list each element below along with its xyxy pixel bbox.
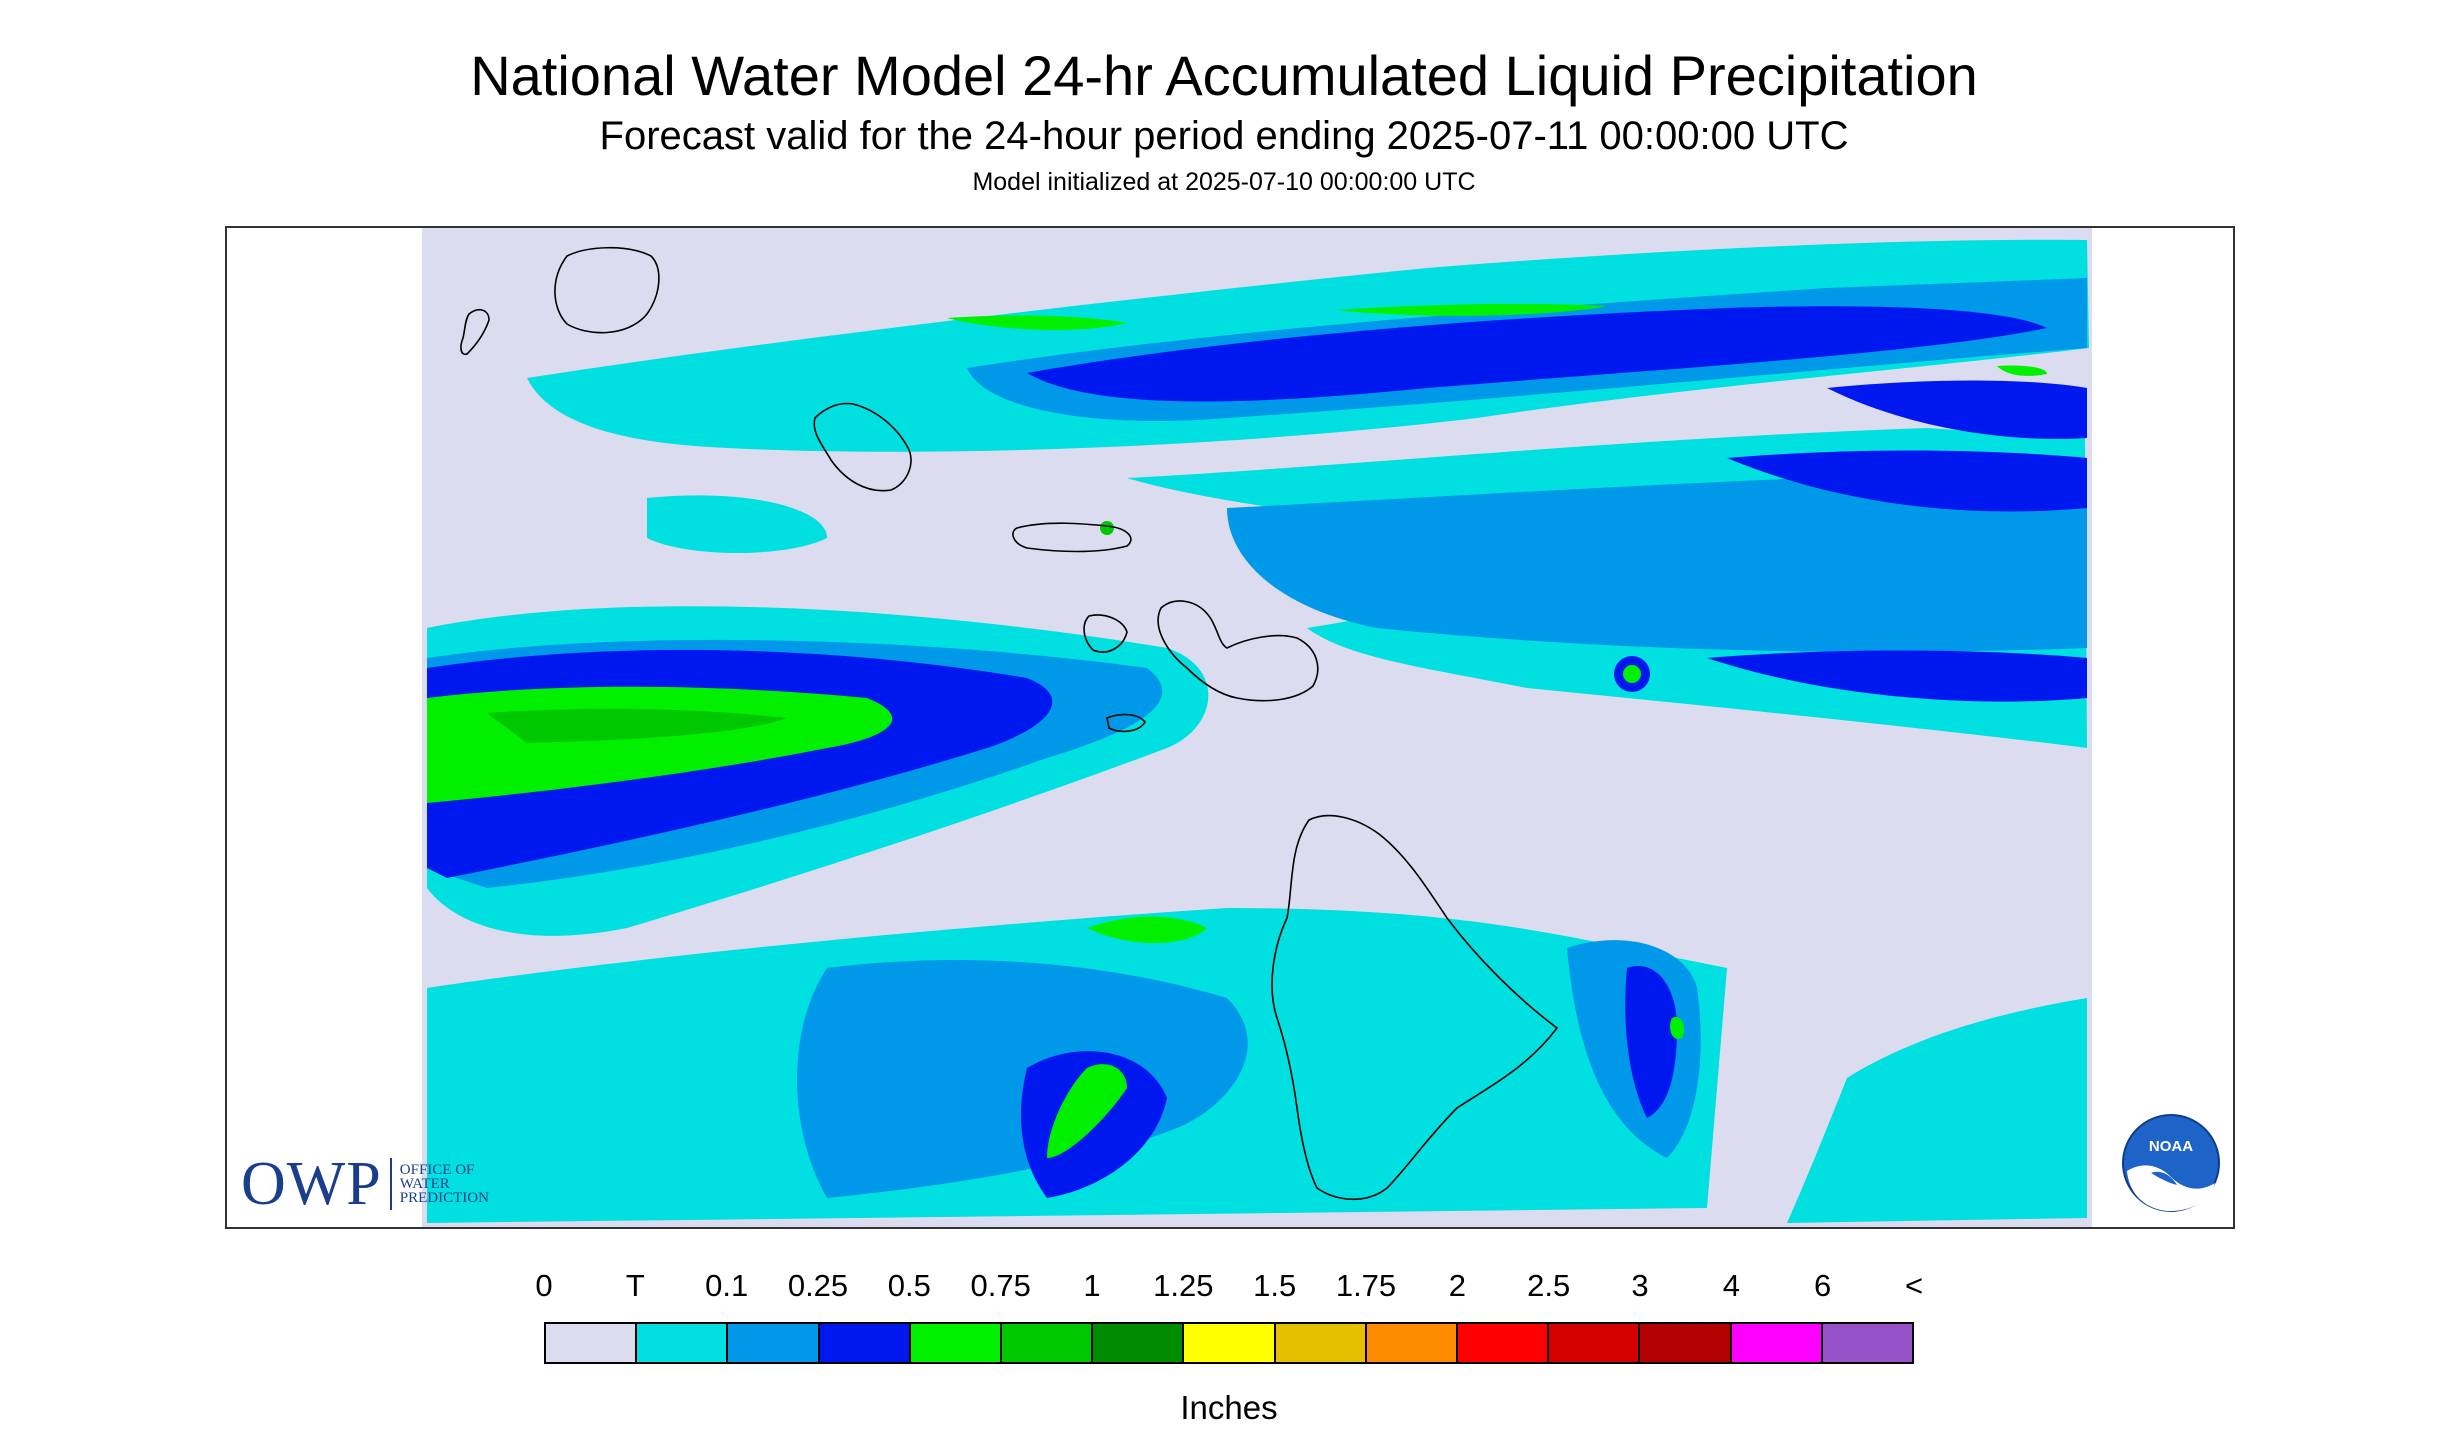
coastline-lanai — [1083, 614, 1128, 653]
coastline-maui — [1157, 600, 1319, 702]
legend-swatch — [1093, 1324, 1185, 1362]
legend-tick-label: 1 — [1083, 1268, 1101, 1303]
owp-logo-divider — [389, 1158, 392, 1210]
owp-word-3: Prediction — [399, 1190, 489, 1206]
legend-swatch — [1458, 1324, 1550, 1362]
legend-swatch — [1549, 1324, 1641, 1362]
legend-tick-label: 3 — [1631, 1268, 1649, 1303]
legend-swatch — [819, 1324, 911, 1362]
legend-swatch — [1366, 1324, 1459, 1362]
legend-tick-label: 2 — [1448, 1268, 1466, 1303]
noaa-logo-icon: NOAA — [2122, 1114, 2220, 1212]
coastline-oahu — [813, 402, 912, 492]
legend-swatch — [1731, 1324, 1823, 1362]
forecast-valid-subtitle: Forecast valid for the 24-hour period en… — [599, 114, 1849, 158]
legend-swatch — [1184, 1324, 1276, 1362]
owp-logo: OWP Office of Water Prediction — [241, 1153, 489, 1215]
model-init-text: Model initialized at 2025-07-10 00:00:00… — [972, 168, 1476, 196]
legend-units-label: Inches — [1180, 1389, 1278, 1426]
legend-tick-label: 1.25 — [1153, 1268, 1214, 1303]
coastline-kauai — [554, 246, 660, 334]
legend-swatch — [728, 1324, 820, 1362]
legend-tick-label: 2.5 — [1527, 1268, 1571, 1303]
coastline-niihau — [460, 308, 490, 356]
legend-swatch — [910, 1324, 1003, 1362]
legend-tick-label: 0.25 — [787, 1268, 849, 1303]
legend-ticks: 0 T 0.1 0.25 0.5 0.75 1 1.25 1.5 1.75 2 2.5 3 4 6 < — [535, 1266, 1923, 1306]
legend-swatch — [1275, 1324, 1367, 1362]
legend-tick-label: 0 — [535, 1268, 553, 1303]
precip-legend: 0 T 0.1 0.25 0.5 0.75 1 1.25 1.5 1.75 2 2.5 3 4 6 < Inc… — [535, 1266, 1923, 1426]
legend-tick-label: 4 — [1722, 1268, 1740, 1303]
owp-word-1: Office of — [399, 1162, 475, 1178]
legend-tick-label: 0.75 — [970, 1268, 1031, 1303]
legend-swatch — [1002, 1324, 1094, 1362]
noaa-logo-text: NOAA — [2149, 1138, 2193, 1155]
island-coastlines — [460, 246, 1559, 1200]
owp-logo-words: Office of Water Prediction — [399, 1162, 489, 1206]
owp-logo-letters: OWP — [241, 1150, 382, 1218]
legend-swatch — [1822, 1324, 1913, 1362]
legend-color-bar — [544, 1322, 1914, 1364]
precip-heavier-layer — [487, 521, 1114, 743]
legend-swatch — [546, 1324, 638, 1362]
legend-tick-label: 0.1 — [705, 1268, 749, 1303]
legend-swatch — [1640, 1324, 1732, 1362]
owp-word-2: Water — [399, 1176, 450, 1192]
legend-tick-label: 0.5 — [887, 1268, 931, 1303]
precipitation-map: OWP Office of Water Prediction NOAA — [225, 226, 2235, 1229]
legend-swatch — [637, 1324, 729, 1362]
legend-tick-label: 6 — [1814, 1268, 1832, 1303]
legend-tick-label: < — [1904, 1268, 1924, 1303]
legend-tick-label: T — [625, 1268, 645, 1303]
coastline-kahoolawe — [1106, 713, 1146, 733]
coastline-molokai — [1012, 522, 1132, 553]
legend-tick-label: 1.5 — [1253, 1268, 1297, 1303]
legend-tick-label: 1.75 — [1335, 1268, 1397, 1303]
map-canvas — [422, 228, 2092, 1227]
map-title: National Water Model 24-hr Accumulated L… — [470, 44, 1978, 107]
coastline-hawaii — [1271, 814, 1559, 1200]
